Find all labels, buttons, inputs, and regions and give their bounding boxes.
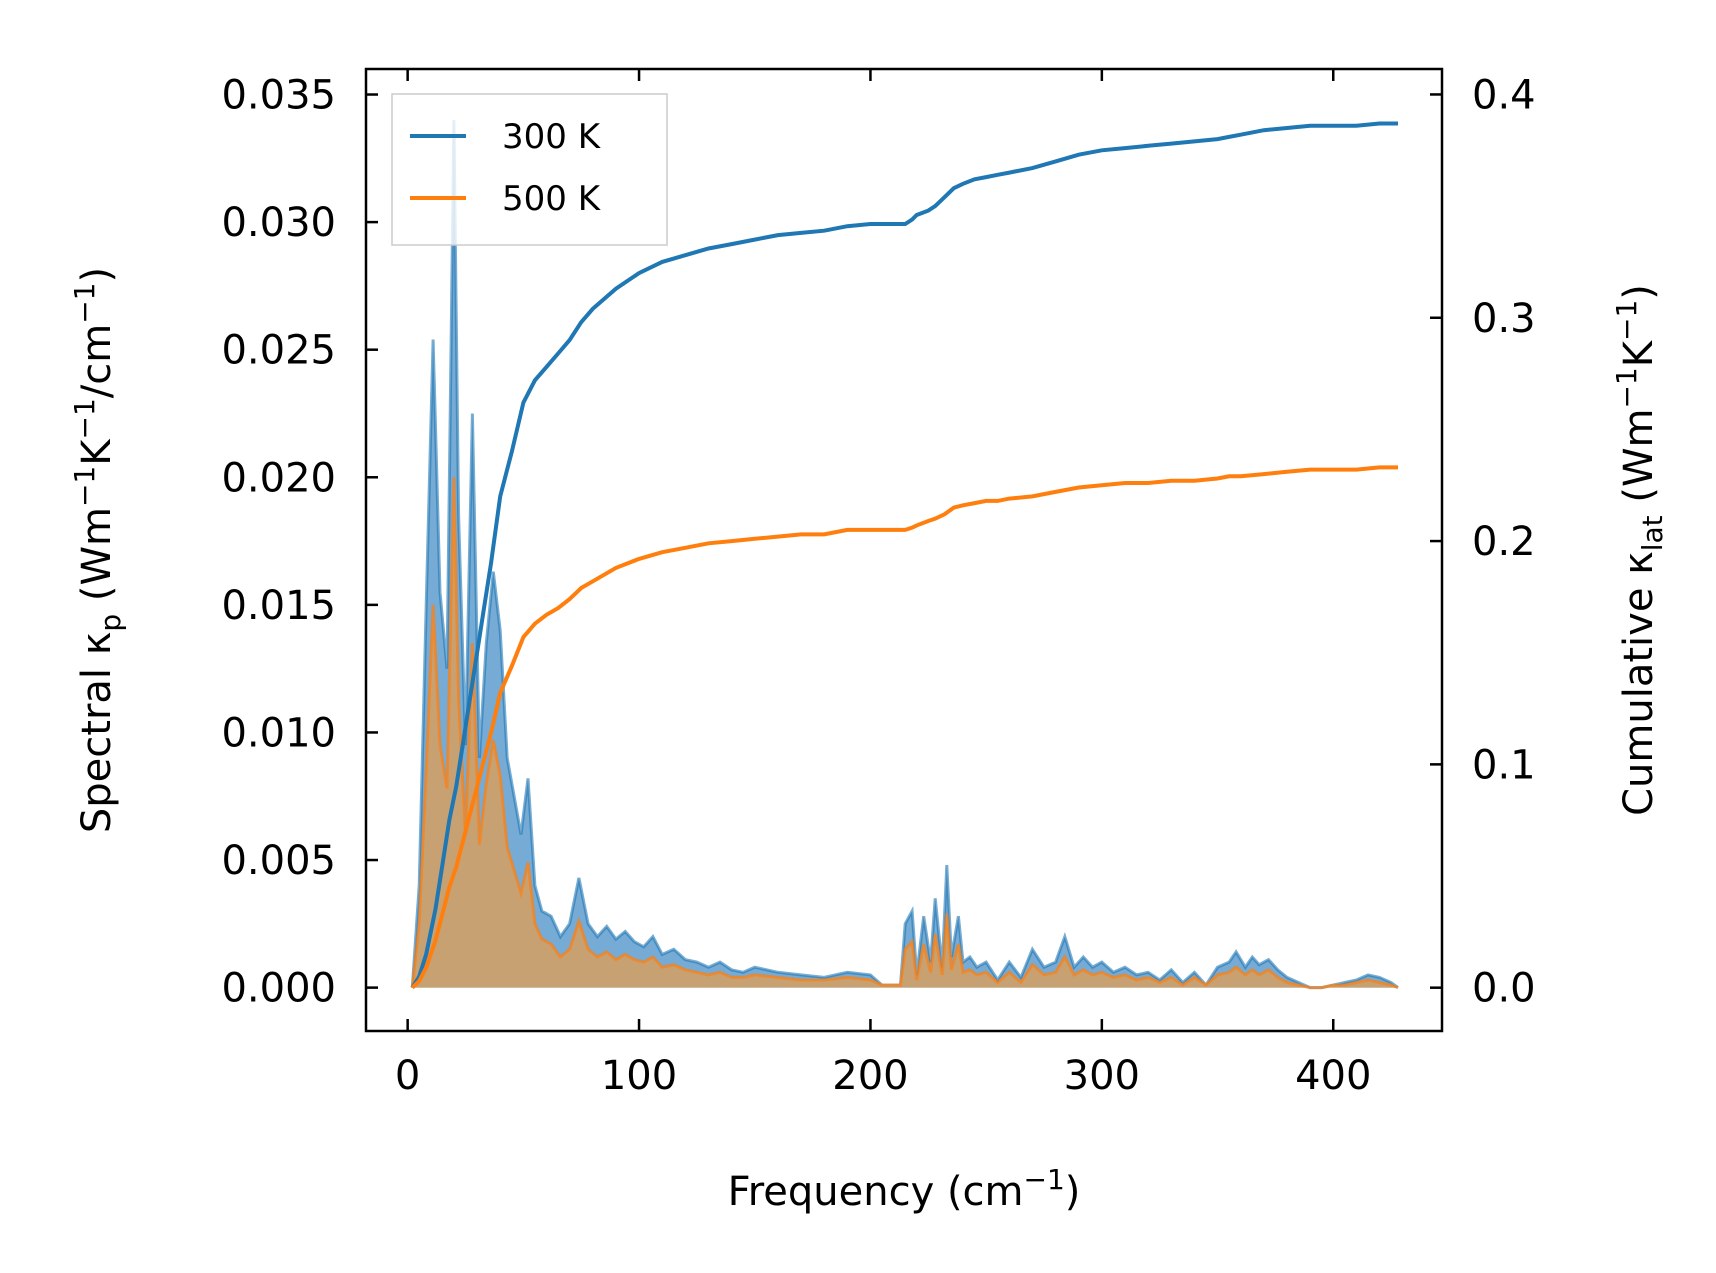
- y-left-tick-label: 0.005: [221, 838, 336, 884]
- plot-layer: [410, 119, 1399, 990]
- y-right-tick-label: 0.0: [1472, 966, 1536, 1012]
- x-axis-title: Frequency (cm−1): [728, 1163, 1081, 1215]
- spectral-500k-line: [410, 477, 1399, 990]
- x-tick-label: 200: [832, 1053, 908, 1099]
- tick-layer: 0 100 200 300 400 0.000 0.005 0.010 0.015 0.020 0.…: [221, 69, 1536, 1099]
- y-left-tick-label: 0.030: [221, 200, 336, 246]
- y-right-tick-label: 0.1: [1472, 742, 1536, 788]
- plot-frame: [364, 67, 1444, 1033]
- legend-label-300k: 300 K: [502, 117, 602, 157]
- y-right-tick-label: 0.2: [1472, 519, 1536, 565]
- y-left-axis-title: Spectral κp (Wm−1K−1/cm−1): [68, 267, 127, 833]
- legend: 300 K 500 K: [391, 93, 668, 246]
- spectral-300k-line: [410, 119, 1399, 990]
- spectral-500k-area: [412, 477, 1398, 988]
- y-right-tick-label: 0.3: [1472, 296, 1536, 342]
- y-left-tick-label: 0.000: [221, 966, 336, 1012]
- y-left-tick-label: 0.025: [221, 328, 336, 374]
- legend-box: [391, 93, 668, 246]
- x-tick-label: 100: [601, 1053, 677, 1099]
- y-right-tick-label: 0.4: [1472, 72, 1536, 118]
- x-tick-label: 300: [1064, 1053, 1140, 1099]
- y-left-tick-label: 0.020: [221, 455, 336, 501]
- y-left-tick-label: 0.035: [221, 73, 336, 119]
- y-left-tick-label: 0.015: [221, 583, 336, 629]
- x-tick-label: 400: [1295, 1053, 1371, 1099]
- x-tick-label: 0: [395, 1053, 420, 1099]
- y-left-tick-label: 0.010: [221, 710, 336, 756]
- y-right-axis-title: Cumulative κlat (Wm−1K−1): [1610, 284, 1669, 816]
- legend-label-500k: 500 K: [502, 179, 602, 219]
- cumulative-500k-line: [410, 465, 1398, 990]
- cumulative-300k-line: [410, 121, 1398, 989]
